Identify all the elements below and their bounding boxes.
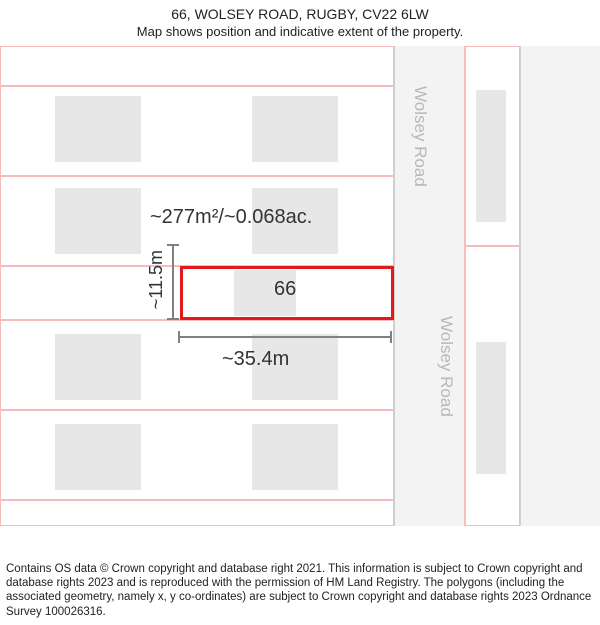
plot-outline [0, 500, 394, 526]
building [476, 342, 506, 474]
building [252, 424, 338, 490]
plot-outline [0, 46, 394, 86]
house-number: 66 [274, 278, 296, 301]
cadastral-map: Wolsey Road Wolsey Road 66 ~277m²/~0.068… [0, 46, 600, 526]
width-dimbar-icon [178, 330, 392, 344]
height-dimbar-icon [166, 244, 180, 320]
building [55, 424, 141, 490]
area-label: ~277m²/~0.068ac. [150, 206, 312, 229]
building [55, 188, 141, 254]
page-subtitle: Map shows position and indicative extent… [0, 24, 600, 40]
road-wolsey [394, 46, 466, 526]
building [55, 96, 141, 162]
building [476, 90, 506, 222]
header: 66, WOLSEY ROAD, RUGBY, CV22 6LW Map sho… [0, 0, 600, 40]
copyright-footer: Contains OS data © Crown copyright and d… [6, 562, 594, 620]
height-label: ~11.5m [146, 250, 167, 309]
road-right [520, 46, 600, 526]
page-title: 66, WOLSEY ROAD, RUGBY, CV22 6LW [0, 6, 600, 24]
road-label-wolsey-2: Wolsey Road [436, 316, 456, 417]
building [55, 334, 141, 400]
width-label: ~35.4m [222, 348, 289, 371]
building [252, 96, 338, 162]
page: 66, WOLSEY ROAD, RUGBY, CV22 6LW Map sho… [0, 0, 600, 625]
road-label-wolsey-1: Wolsey Road [410, 86, 430, 187]
